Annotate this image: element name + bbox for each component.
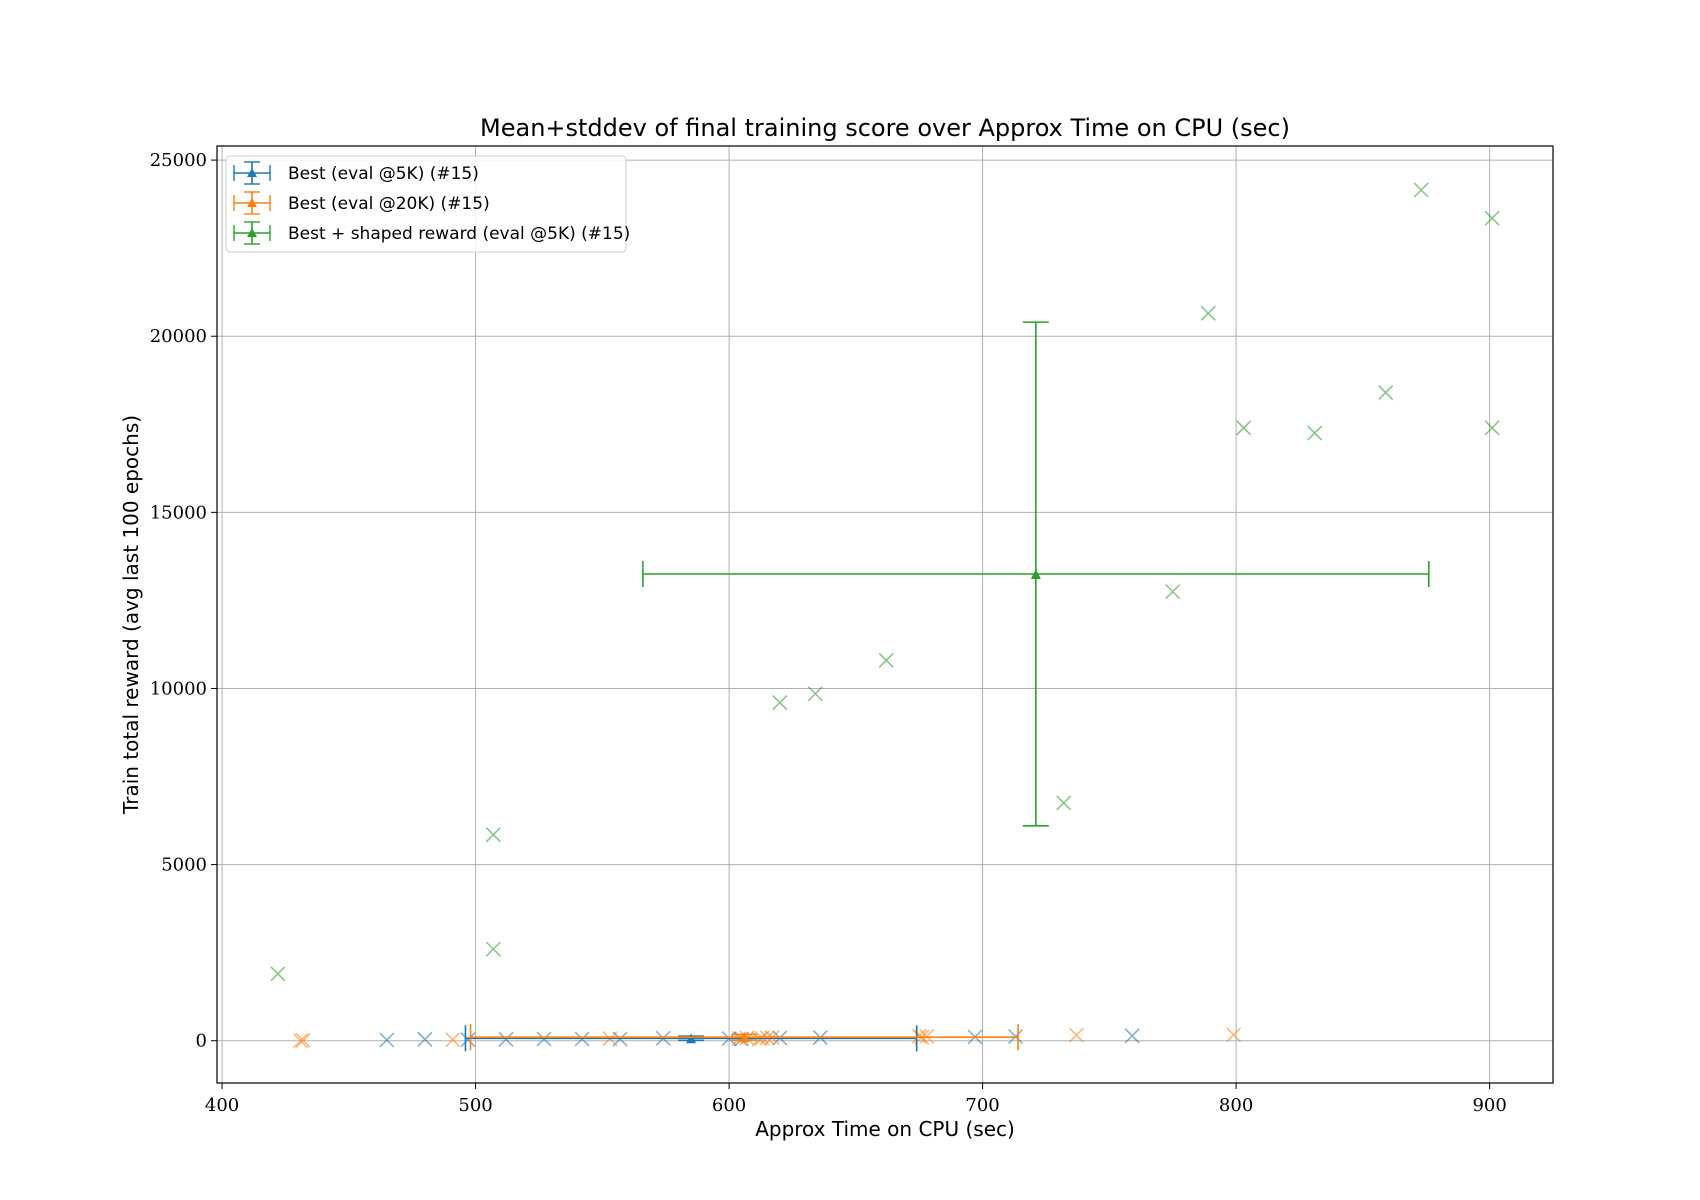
series-1-errorbar	[469, 1024, 1019, 1051]
legend-box	[225, 155, 627, 253]
data-point	[878, 652, 894, 668]
x-tick-label: 800	[1219, 1095, 1253, 1116]
data-point	[293, 1033, 309, 1049]
legend-label: Best (eval @5K) (#15)	[288, 164, 479, 184]
data-point	[1056, 795, 1072, 811]
y-tick-label: 20000	[150, 326, 207, 347]
data-point	[772, 695, 788, 711]
legend: Best (eval @5K) (#15) Best (eval @20K) (#…	[225, 155, 630, 253]
x-axis-label: Approx Time on CPU (sec)	[755, 1117, 1015, 1141]
data-point	[1068, 1027, 1084, 1043]
legend-entry: Best + shaped reward (eval @5K) (#15)	[233, 221, 630, 245]
y-tick-label: 10000	[150, 678, 207, 699]
y-axis-label: Train total reward (avg last 100 epochs)	[119, 415, 143, 815]
x-tick-label: 400	[205, 1095, 239, 1116]
data-point	[485, 941, 501, 957]
data-point	[1413, 182, 1429, 198]
y-tick-label: 5000	[161, 855, 207, 876]
data-point	[1378, 385, 1394, 401]
series-2-errorbar	[642, 321, 1430, 827]
plot-frame	[216, 145, 1554, 1084]
x-tick-label: 500	[458, 1095, 492, 1116]
data-point	[1200, 305, 1216, 321]
x-tick-label: 700	[965, 1095, 999, 1116]
legend-label: Best + shaped reward (eval @5K) (#15)	[288, 224, 630, 244]
legend-entry: Best (eval @5K) (#15)	[233, 161, 479, 185]
legend-marker	[247, 198, 257, 207]
data-point	[270, 966, 286, 982]
y-tick-label: 0	[196, 1031, 207, 1052]
data-point	[1165, 584, 1181, 600]
axis-ticks: 400 500 600 700 800 900 0 5000 10000 15000 20000 25…	[150, 150, 1507, 1116]
mean-marker	[1030, 568, 1041, 579]
chart-title: Mean+stddev of final training score over…	[480, 114, 1290, 142]
x-tick-label: 600	[712, 1095, 746, 1116]
series-0-errorbar	[464, 1025, 918, 1052]
data-point	[1484, 210, 1500, 226]
y-tick-label: 15000	[150, 502, 207, 523]
data-point	[379, 1032, 395, 1048]
data-point	[1484, 420, 1500, 436]
legend-marker	[247, 168, 257, 177]
series-2-points	[270, 182, 1500, 982]
data-point	[807, 686, 823, 702]
series-layer	[270, 182, 1500, 1052]
data-point	[1236, 420, 1252, 436]
mean-marker	[739, 1032, 750, 1043]
mean-marker	[686, 1033, 697, 1044]
y-tick-label: 25000	[150, 150, 207, 171]
data-point	[417, 1031, 433, 1047]
data-point	[460, 1032, 476, 1048]
grid-lines	[217, 146, 1553, 1083]
x-tick-label: 900	[1472, 1095, 1506, 1116]
data-point	[498, 1031, 514, 1047]
data-point	[445, 1032, 461, 1048]
data-point	[1307, 425, 1323, 441]
data-point	[295, 1032, 311, 1048]
data-point	[485, 827, 501, 843]
data-point	[911, 1028, 927, 1044]
legend-entry: Best (eval @20K) (#15)	[233, 191, 490, 215]
legend-marker	[247, 228, 257, 237]
data-point	[1226, 1027, 1242, 1043]
data-point	[1124, 1028, 1140, 1044]
legend-label: Best (eval @20K) (#15)	[288, 194, 490, 214]
